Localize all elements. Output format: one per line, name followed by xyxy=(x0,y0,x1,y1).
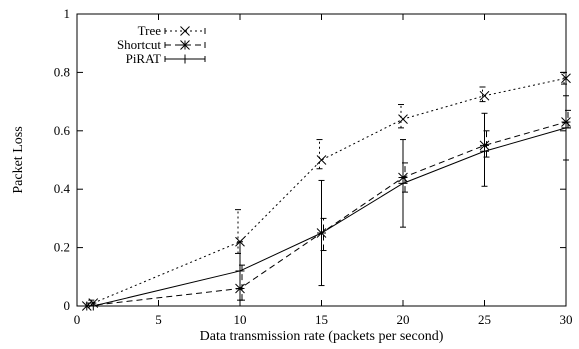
y-tick-label: 0 xyxy=(64,298,71,313)
data-point-pirat xyxy=(398,178,408,188)
legend-marker-pirat xyxy=(180,54,190,64)
data-point-pirat xyxy=(480,146,489,156)
legend-marker-shortcut xyxy=(180,40,190,50)
data-point-pirat xyxy=(317,228,326,238)
x-tick-label: 5 xyxy=(155,312,162,327)
legend-label-shortcut: Shortcut xyxy=(117,37,161,52)
legend-marker-tree xyxy=(180,26,190,36)
x-tick-label: 15 xyxy=(315,312,328,327)
data-point-tree xyxy=(316,155,327,165)
legend-label-pirat: PiRAT xyxy=(126,51,161,66)
series-line-pirat xyxy=(93,127,567,307)
data-point-pirat xyxy=(235,266,245,276)
x-axis-label: Data transmission rate (packets per seco… xyxy=(200,329,444,344)
error-bar-tree xyxy=(398,104,404,129)
series-line-tree xyxy=(93,77,567,304)
x-tick-label: 30 xyxy=(560,312,573,327)
x-tick-label: 25 xyxy=(478,312,491,327)
y-tick-label: 0.4 xyxy=(54,181,71,196)
legend-label-tree: Tree xyxy=(138,23,162,38)
y-axis-label: Packet Loss xyxy=(11,126,26,193)
error-bar-tree xyxy=(561,71,567,85)
data-point-pirat xyxy=(561,123,571,133)
error-bar-tree xyxy=(316,139,323,170)
data-point-pirat xyxy=(88,301,98,311)
y-tick-label: 0.2 xyxy=(54,240,70,255)
series-line-shortcut xyxy=(86,121,567,307)
x-tick-label: 0 xyxy=(74,312,81,327)
y-tick-label: 1 xyxy=(64,6,71,21)
y-tick-label: 0.6 xyxy=(54,123,71,138)
y-tick-label: 0.8 xyxy=(54,64,70,79)
error-bar-tree xyxy=(479,86,486,103)
data-point-tree xyxy=(561,73,571,84)
x-tick-label: 10 xyxy=(234,312,247,327)
data-point-tree xyxy=(398,114,408,124)
x-tick-label: 20 xyxy=(397,312,410,327)
data-point-tree xyxy=(479,90,490,101)
